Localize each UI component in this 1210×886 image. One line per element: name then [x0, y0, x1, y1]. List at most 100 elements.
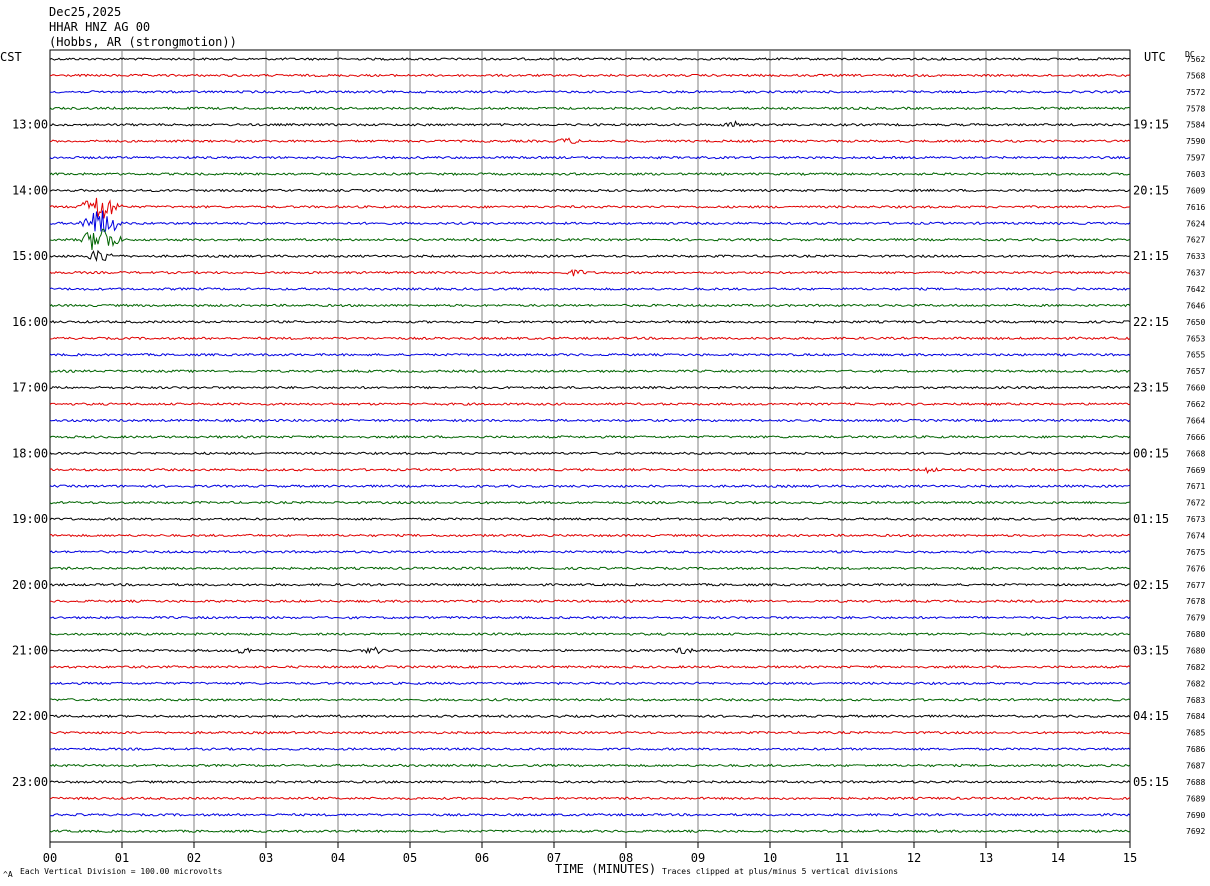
dc-offset-label: 7597	[1186, 154, 1205, 163]
header-station: HHAR HNZ AG 00	[49, 20, 150, 34]
left-time-label: 18:00	[12, 446, 48, 460]
dc-offset-label: 7609	[1186, 186, 1205, 195]
x-tick-label: 05	[403, 851, 417, 865]
trace-row-21	[49, 402, 1131, 406]
dc-offset-label: 7664	[1186, 416, 1205, 425]
trace-row-10	[49, 210, 1131, 233]
trace-row-36	[49, 646, 1131, 655]
left-time-label: 19:00	[12, 512, 48, 526]
trace-row-18	[49, 352, 1131, 357]
dc-offset-label: 7682	[1186, 679, 1205, 688]
dc-offset-label: 7642	[1186, 285, 1205, 294]
trace-row-40	[49, 714, 1131, 719]
dc-offset-label: 7650	[1186, 318, 1205, 327]
footer-left: Each Vertical Division = 100.00 microvol…	[20, 867, 222, 876]
trace-row-16	[49, 319, 1131, 324]
dc-offset-label: 7590	[1186, 137, 1205, 146]
x-tick-label: 15	[1123, 851, 1137, 865]
right-time-labels: 19:15 20:15 21:15 22:15 23:15 00:15 01:15 02:15…	[1133, 118, 1169, 789]
dc-offset-label: 7680	[1186, 646, 1205, 655]
footer-right: Traces clipped at plus/minus 5 vertical …	[662, 867, 898, 876]
dc-offset-label: 7689	[1186, 794, 1205, 803]
trace-row-12	[49, 249, 1131, 262]
trace-row-41	[49, 730, 1131, 735]
trace-row-38	[49, 681, 1131, 686]
x-tick-label: 13	[979, 851, 993, 865]
right-time-label: 01:15	[1133, 512, 1169, 526]
dc-offset-label: 7688	[1186, 778, 1205, 787]
dc-offset-label: 7655	[1186, 351, 1205, 360]
x-tick-label: 01	[115, 851, 129, 865]
dc-offset-label: 7692	[1186, 827, 1205, 836]
dc-offset-labels: 7562 7568 7572 7578 7584 7590 7597 7603 7609 7616…	[1186, 55, 1205, 836]
left-time-label: 15:00	[12, 249, 48, 263]
right-time-label: 20:15	[1133, 183, 1169, 197]
grid-lines	[121, 50, 1059, 842]
dc-offset-label: 7678	[1186, 597, 1205, 606]
trace-row-44	[49, 780, 1131, 784]
trace-row-45	[49, 796, 1131, 801]
right-time-label: 03:15	[1133, 643, 1169, 657]
dc-offset-label: 7660	[1186, 384, 1205, 393]
dc-offset-label: 7653	[1186, 334, 1205, 343]
left-time-labels: 13:00 14:00 15:00 16:00 17:00 18:00 19:00 20:00…	[12, 118, 48, 789]
trace-row-3	[49, 106, 1131, 111]
x-tick-label: 11	[835, 851, 849, 865]
trace-row-2	[49, 89, 1131, 94]
right-time-label: 00:15	[1133, 446, 1169, 460]
left-time-label: 14:00	[12, 183, 48, 197]
dc-offset-label: 7662	[1186, 400, 1205, 409]
dc-title: DC	[1185, 50, 1195, 59]
trace-row-19	[49, 369, 1131, 374]
x-axis-title: TIME (MINUTES)	[555, 862, 656, 876]
right-time-label: 05:15	[1133, 775, 1169, 789]
dc-offset-label: 7673	[1186, 515, 1205, 524]
dc-offset-label: 7671	[1186, 482, 1205, 491]
x-tick-label: 06	[475, 851, 489, 865]
left-time-label: 22:00	[12, 709, 48, 723]
trace-row-30	[49, 550, 1131, 554]
right-time-label: 23:15	[1133, 381, 1169, 395]
dc-offset-label: 7679	[1186, 614, 1205, 623]
x-tick-label: 02	[187, 851, 201, 865]
dc-offset-label: 7603	[1186, 170, 1205, 179]
dc-offset-label: 7568	[1186, 71, 1205, 80]
left-time-label: 21:00	[12, 643, 48, 657]
dc-offset-label: 7674	[1186, 531, 1205, 540]
dc-offset-label: 7637	[1186, 269, 1205, 278]
header-location: (Hobbs, AR (strongmotion))	[49, 35, 237, 49]
right-time-label: 21:15	[1133, 249, 1169, 263]
dc-offset-label: 7690	[1186, 811, 1205, 820]
dc-offset-label: 7578	[1186, 104, 1205, 113]
trace-row-9	[49, 197, 1131, 219]
trace-row-17	[49, 336, 1131, 341]
trace-row-26	[49, 484, 1131, 489]
dc-offset-label: 7616	[1186, 203, 1205, 212]
trace-row-39	[50, 697, 1131, 702]
left-time-label: 13:00	[12, 118, 48, 132]
dc-offset-label: 7668	[1186, 449, 1205, 458]
trace-row-32	[49, 582, 1131, 587]
trace-row-33	[50, 599, 1131, 604]
trace-row-43	[49, 763, 1131, 768]
plot-frame	[49, 49, 1131, 843]
dc-offset-label: 7684	[1186, 712, 1205, 721]
trace-row-0	[49, 57, 1131, 61]
trace-row-28	[49, 517, 1131, 521]
left-time-label: 16:00	[12, 315, 48, 329]
trace-row-5	[49, 137, 1131, 144]
trace-row-42	[49, 747, 1131, 752]
dc-offset-label: 7683	[1186, 696, 1205, 705]
trace-row-1	[49, 73, 1131, 78]
trace-row-24	[49, 451, 1131, 456]
right-time-label: 19:15	[1133, 118, 1169, 132]
trace-row-22	[49, 418, 1131, 423]
right-time-label: 02:15	[1133, 578, 1169, 592]
trace-row-29	[49, 533, 1131, 538]
left-time-label: 17:00	[12, 381, 48, 395]
dc-offset-label: 7666	[1186, 433, 1205, 442]
footer-corner: ^A	[3, 870, 13, 879]
x-tick-label: 08	[619, 851, 633, 865]
dc-offset-label: 7685	[1186, 729, 1205, 738]
